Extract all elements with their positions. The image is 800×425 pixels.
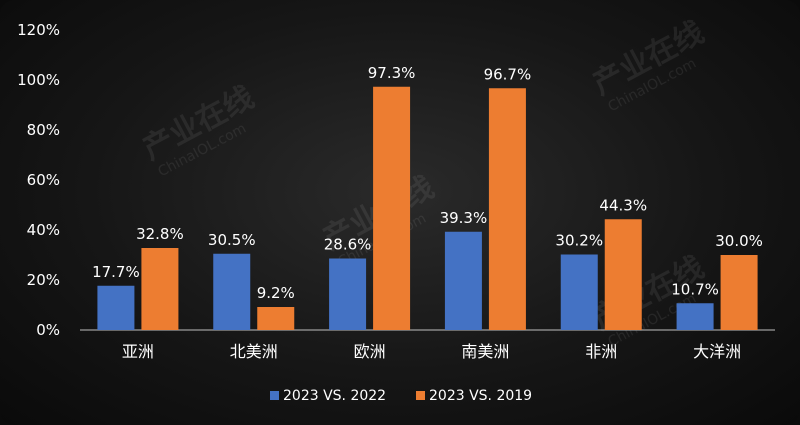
data-label: 97.3%: [368, 64, 416, 82]
x-tick-label: 大洋洲: [693, 342, 741, 361]
data-label: 28.6%: [324, 236, 372, 254]
x-tick-label: 亚洲: [122, 342, 154, 361]
legend-swatch: [416, 391, 425, 400]
bar: [560, 254, 598, 330]
data-label: 17.7%: [92, 263, 140, 281]
data-label: 96.7%: [484, 65, 532, 83]
bar: [329, 258, 367, 330]
data-label: 30.2%: [555, 232, 603, 250]
bar: [97, 285, 135, 330]
bar: [604, 219, 642, 330]
bar: [257, 307, 295, 330]
data-label: 44.3%: [599, 196, 647, 214]
bar: [444, 231, 482, 330]
x-tick-label: 北美洲: [230, 342, 278, 361]
x-tick-label: 南美洲: [461, 342, 509, 361]
legend: 2023 VS. 2022 2023 VS. 2019: [270, 388, 532, 404]
y-tick-label: 100%: [17, 71, 60, 89]
y-tick-label: 80%: [27, 121, 60, 139]
data-label: 30.5%: [208, 231, 256, 249]
data-label: 30.0%: [715, 232, 763, 250]
y-tick-label: 20%: [27, 271, 60, 289]
y-tick-label: 60%: [27, 171, 60, 189]
data-label: 39.3%: [440, 209, 488, 227]
data-label: 32.8%: [136, 225, 184, 243]
y-axis: 0% 20% 40% 60% 80% 100% 120%: [17, 21, 60, 339]
data-label: 10.7%: [671, 280, 719, 298]
data-label: 9.2%: [257, 284, 295, 302]
bar: [676, 303, 714, 330]
bar: [488, 88, 526, 330]
x-tick-label: 非洲: [585, 342, 617, 361]
legend-label: 2023 VS. 2022: [283, 388, 386, 404]
y-tick-label: 120%: [17, 21, 60, 39]
y-tick-label: 40%: [27, 221, 60, 239]
x-tick-label: 欧洲: [354, 342, 386, 361]
bars-group: [97, 86, 758, 330]
y-tick-label: 0%: [36, 321, 60, 339]
bar: [141, 248, 179, 330]
legend-swatch: [270, 391, 279, 400]
data-labels-group: 17.7% 32.8% 30.5% 9.2% 28.6% 97.3% 39.3% 96.7% 3…: [92, 64, 763, 302]
legend-label: 2023 VS. 2019: [429, 388, 532, 404]
bar: [720, 255, 758, 330]
bar: [373, 86, 411, 330]
x-axis: 亚洲 北美洲 欧洲 南美洲 非洲 大洋洲: [122, 342, 741, 361]
bar: [213, 253, 251, 330]
